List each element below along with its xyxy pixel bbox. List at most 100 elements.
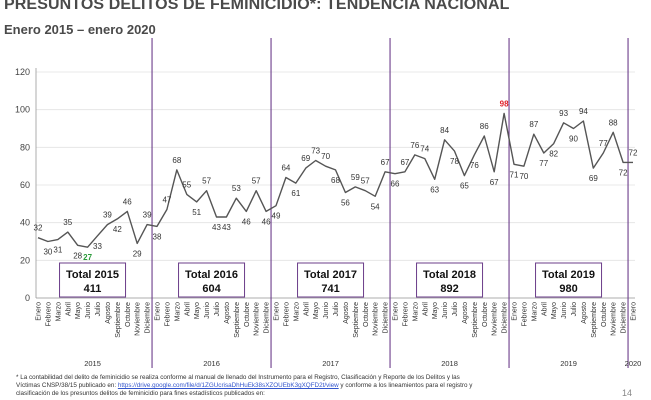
data-label: 30: [43, 248, 52, 257]
month-label: Febrero: [283, 302, 290, 327]
month-label: Mayo: [432, 302, 439, 319]
data-label: 66: [391, 180, 400, 189]
month-label: Marzo: [412, 302, 419, 322]
data-label: 59: [351, 173, 360, 182]
total-label: Total 2017: [304, 269, 357, 281]
data-label: 72: [619, 168, 628, 177]
month-label: Junio: [561, 302, 568, 319]
data-label: 46: [262, 217, 271, 226]
data-label: 64: [281, 163, 290, 172]
month-label: Enero: [36, 302, 43, 321]
data-label: 56: [341, 199, 350, 208]
month-label: Noviembre: [254, 302, 261, 336]
month-label: Enero: [631, 302, 638, 321]
month-label: Junio: [442, 302, 449, 319]
total-label: Total 2019: [542, 269, 595, 281]
data-label: 71: [510, 170, 519, 179]
y-tick-label: 60: [20, 180, 30, 190]
month-label: Marzo: [174, 302, 181, 322]
total-value: 741: [321, 283, 339, 295]
data-label: 68: [172, 156, 181, 165]
month-label: Diciembre: [145, 302, 152, 334]
data-label: 77: [599, 139, 608, 148]
total-value: 604: [202, 283, 221, 295]
data-label: 88: [609, 118, 618, 127]
data-label: 90: [569, 135, 578, 144]
month-label: Enero: [155, 302, 162, 321]
month-label: Agosto: [343, 302, 350, 324]
footnote: * La contabilidad del delito de feminici…: [16, 374, 614, 398]
total-value: 411: [84, 283, 102, 295]
month-label: Junio: [85, 302, 92, 319]
month-label: Noviembre: [611, 302, 618, 336]
total-label: Total 2018: [423, 269, 476, 281]
data-label: 74: [420, 145, 429, 154]
data-label: 43: [212, 223, 221, 232]
data-label: 46: [123, 197, 132, 206]
month-label: Febrero: [164, 302, 171, 327]
y-tick-label: 80: [20, 142, 30, 152]
data-label: 78: [450, 157, 459, 166]
month-label: Mayo: [75, 302, 82, 319]
year-label: 2019: [560, 359, 577, 368]
data-label: 69: [589, 174, 598, 183]
data-label: 72: [629, 148, 638, 157]
footnote-line-1: * La contabilidad del delito de feminici…: [16, 374, 460, 381]
year-label: 2016: [203, 359, 220, 368]
data-label: 39: [103, 211, 112, 220]
month-label: Diciembre: [621, 302, 628, 334]
month-label: Agosto: [224, 302, 231, 324]
month-label: Febrero: [521, 302, 528, 327]
data-label: 82: [549, 150, 558, 159]
data-label: 67: [381, 158, 390, 167]
month-label: Septiembre: [353, 302, 360, 338]
footnote-line-2-suffix: y conforme a los lineamientos para el re…: [338, 382, 473, 389]
total-value: 980: [559, 283, 577, 295]
year-label: 2017: [322, 359, 339, 368]
month-label: Mayo: [551, 302, 558, 319]
month-label: Mayo: [194, 302, 201, 319]
month-label: Agosto: [581, 302, 588, 324]
data-label: 46: [242, 217, 251, 226]
month-label: Junio: [204, 302, 211, 319]
data-label: 68: [331, 176, 340, 185]
data-label: 76: [470, 161, 479, 170]
month-label: Junio: [323, 302, 330, 319]
year-label: 2020: [625, 359, 642, 368]
data-label: 57: [361, 177, 370, 186]
month-label: Julio: [333, 302, 340, 317]
total-box: [297, 262, 365, 298]
month-label: Febrero: [45, 302, 52, 327]
year-label: 2015: [84, 359, 101, 368]
month-label: Octubre: [363, 302, 370, 327]
total-label: Total 2016: [185, 269, 238, 281]
footnote-line-2-prefix: Víctimas CNSP/38/15 publicado en:: [16, 382, 118, 389]
data-label: 84: [440, 126, 449, 135]
month-label: Abril: [184, 302, 191, 316]
month-label: Julio: [452, 302, 459, 317]
data-label: 65: [460, 182, 469, 191]
data-label: 63: [430, 185, 439, 194]
month-label: Marzo: [293, 302, 300, 322]
month-label: Septiembre: [115, 302, 122, 338]
month-label: Abril: [422, 302, 429, 316]
data-label: 27: [83, 253, 92, 262]
month-label: Abril: [303, 302, 310, 316]
data-label: 28: [73, 251, 82, 260]
series-line: [37, 112, 633, 248]
y-tick-label: 20: [20, 255, 30, 265]
page-title: PRESUNTOS DELITOS DE FEMINICIDIO*: TENDE…: [4, 0, 510, 13]
data-label: 39: [143, 211, 152, 220]
month-label: Septiembre: [591, 302, 598, 338]
month-label: Abril: [541, 302, 548, 316]
data-label: 31: [53, 246, 62, 255]
month-label: Abril: [65, 302, 72, 316]
total-box: [178, 262, 246, 298]
data-label: 55: [182, 180, 191, 189]
month-label: Mayo: [313, 302, 320, 319]
month-label: Septiembre: [472, 302, 479, 338]
data-label: 42: [113, 225, 122, 234]
data-label: 33: [93, 242, 102, 251]
total-value: 892: [440, 283, 458, 295]
footnote-link[interactable]: https://drive.google.com/file/d/1ZGUcris…: [117, 382, 339, 389]
